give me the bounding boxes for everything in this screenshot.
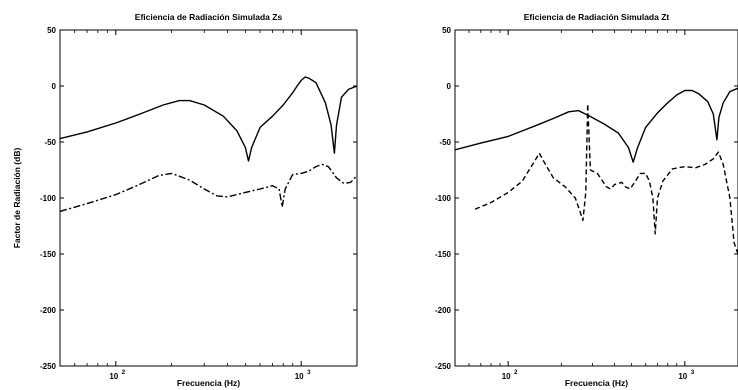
chart-title: Eficiencia de Radiación Simulada Zs [135,12,283,22]
chart-panel-zt: Eficiencia de Radiación Simulada Zt Frec… [435,12,738,388]
y-tick-label: -200 [435,306,452,315]
y-tick-label: 0 [52,82,57,91]
x-tick-label-exponent: 3 [691,370,695,376]
y-tick-label: -50 [439,138,451,147]
y-tick-label: -100 [40,194,57,203]
y-tick-label: -100 [435,194,452,203]
y-axis-label: Factor de Radiación (dB) [12,148,22,249]
y-tick-label: -150 [435,250,452,259]
x-axis-label: Frecuencia (Hz) [565,378,628,388]
plot-area-frame [59,29,358,367]
x-tick-label: 10 [109,372,118,381]
y-tick-label: -50 [44,138,56,147]
x-tick-label-exponent: 3 [307,370,311,376]
x-tick-label: 10 [678,372,687,381]
x-tick-label: 10 [502,372,511,381]
x-tick-label-exponent: 2 [514,370,518,376]
y-tick-label: -250 [435,362,452,371]
x-tick-label: 10 [295,372,304,381]
series-line-1 [60,76,357,162]
series-layer [60,76,357,213]
y-tick-label: 0 [447,82,452,91]
y-tick-label: 50 [47,26,56,35]
series-line-2 [474,103,738,255]
series-line-1 [455,87,738,163]
y-tick-label: -150 [40,250,57,259]
x-axis-label: Frecuencia (Hz) [177,378,240,388]
y-tick-label: -200 [40,306,57,315]
chart-title: Eficiencia de Radiación Simulada Zt [524,12,670,22]
plot-area-frame [454,29,738,367]
series-line-2 [60,163,357,213]
x-tick-label-exponent: 2 [122,370,126,376]
series-layer [455,87,738,255]
chart-panel-zs: Eficiencia de Radiación Simulada Zs Frec… [12,12,358,388]
y-tick-label: -250 [40,362,57,371]
y-tick-label: 50 [442,26,451,35]
